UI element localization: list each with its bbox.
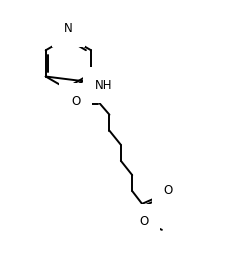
Text: O: O: [163, 183, 172, 197]
Text: NH: NH: [95, 79, 112, 92]
Text: O: O: [71, 95, 80, 108]
Text: N: N: [64, 22, 72, 35]
Text: O: O: [138, 215, 148, 228]
